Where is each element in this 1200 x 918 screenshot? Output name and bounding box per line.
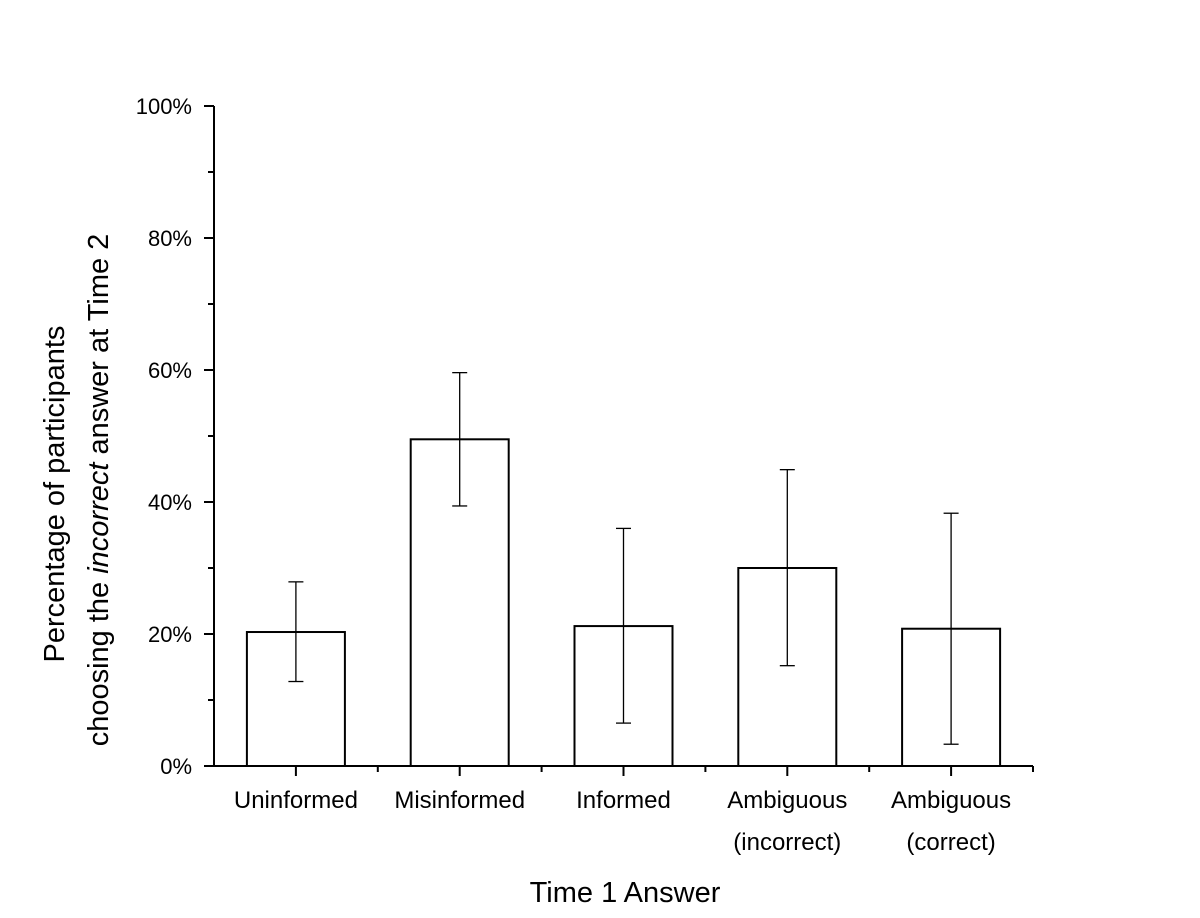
y-tick-label-5: 100%	[136, 94, 192, 119]
y-axis-title: Percentage of participants choosing the …	[39, 234, 115, 747]
y-tick-label-1: 20%	[148, 622, 192, 647]
x-tick-label-4-line-0: Ambiguous	[891, 787, 1011, 814]
x-tick-label-4: Ambiguous (correct)	[891, 787, 1011, 856]
x-tick-label-3-line-0: Ambiguous	[727, 787, 847, 814]
y-axis-title-part-before: choosing the	[83, 574, 115, 747]
y-tick-label-4: 80%	[148, 226, 192, 251]
x-tick-label-2-line-0: Informed	[576, 787, 671, 814]
x-tick-label-2: Informed	[576, 787, 671, 814]
x-axis-title: Time 1 Answer	[530, 877, 721, 909]
plot-area: 0% 20% 40% 60% 80% 100% Uninformed Misinformed I…	[136, 94, 1034, 856]
y-tick-label-0: 0%	[160, 754, 192, 779]
x-tick-label-0: Uninformed	[234, 787, 358, 814]
y-axis-title-line-2: choosing the incorrect answer at Time 2	[83, 234, 115, 747]
y-axis-title-line-1: Percentage of participants	[39, 326, 71, 663]
x-tick-label-3-line-1: (incorrect)	[733, 829, 841, 856]
x-tick-label-1: Misinformed	[394, 787, 525, 814]
x-tick-label-4-line-1: (correct)	[906, 829, 995, 856]
x-tick-label-1-line-0: Misinformed	[394, 787, 525, 814]
y-axis-title-part-italic: incorrect	[83, 461, 115, 574]
y-tick-label-3: 60%	[148, 358, 192, 383]
x-tick-label-3: Ambiguous (incorrect)	[727, 787, 847, 856]
y-tick-label-2: 40%	[148, 490, 192, 515]
y-axis-title-part-after: answer at Time 2	[83, 234, 115, 463]
x-tick-label-0-line-0: Uninformed	[234, 787, 358, 814]
